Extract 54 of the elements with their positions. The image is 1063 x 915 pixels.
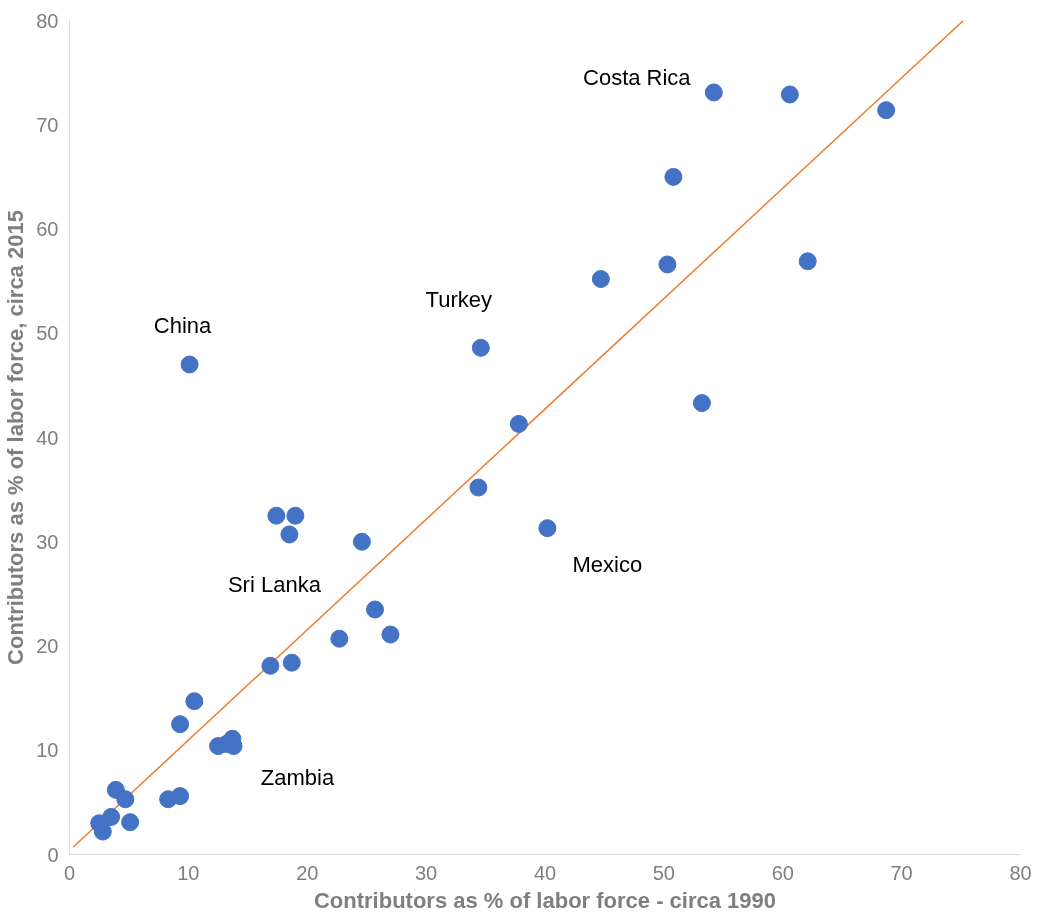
annotation: Sri Lanka <box>227 571 322 597</box>
point <box>185 692 204 711</box>
point <box>116 790 135 809</box>
annotation: Mexico <box>572 551 643 577</box>
point <box>282 653 301 672</box>
y-tick-label: 80 <box>36 9 59 32</box>
point <box>538 519 557 538</box>
point <box>509 414 528 433</box>
x-tick-label: 70 <box>890 861 913 884</box>
point <box>877 101 896 120</box>
point <box>658 255 677 274</box>
point <box>171 715 190 734</box>
point <box>704 83 723 102</box>
point <box>469 478 488 497</box>
x-tick-label: 50 <box>652 861 675 884</box>
point <box>330 629 349 648</box>
point <box>102 807 121 826</box>
annotation: Turkey <box>425 287 493 313</box>
y-tick-label: 50 <box>36 322 59 345</box>
y-tick-label: 60 <box>36 218 59 240</box>
point <box>692 394 711 413</box>
point <box>798 252 817 271</box>
y-tick-label: 20 <box>36 635 59 657</box>
point <box>286 506 305 525</box>
x-tick-label: 30 <box>415 861 438 884</box>
x-tick-label: 10 <box>177 861 200 884</box>
point <box>121 813 140 832</box>
point <box>780 85 799 104</box>
x-tick-label: 20 <box>296 861 319 884</box>
y-tick-label: 10 <box>36 739 59 762</box>
point <box>280 525 299 544</box>
point <box>471 338 490 357</box>
y-axis-title: Contributors as % of labor force, circa 2015 <box>3 210 29 665</box>
point <box>267 506 286 525</box>
y-tick-label: 30 <box>36 530 59 553</box>
x-tick-label: 80 <box>1009 861 1032 884</box>
annotation: China <box>153 313 213 339</box>
x-tick-label: 0 <box>63 861 76 884</box>
point <box>171 787 190 806</box>
y-tick-label: 70 <box>36 113 59 136</box>
point <box>352 532 371 551</box>
point <box>381 625 400 644</box>
x-axis-title: Contributors as % of labor force - circa 1990 <box>313 887 777 913</box>
point <box>591 270 610 289</box>
point <box>664 167 683 186</box>
y-tick-label: 40 <box>36 426 59 449</box>
annotation: Costa Rica <box>583 64 692 90</box>
x-tick-label: 60 <box>771 861 794 884</box>
annotation: Zambia <box>260 764 335 790</box>
x-tick-label: 40 <box>533 861 557 884</box>
point <box>261 656 280 675</box>
point <box>180 355 199 374</box>
y-tick-label: 0 <box>47 843 59 866</box>
point <box>366 600 385 619</box>
